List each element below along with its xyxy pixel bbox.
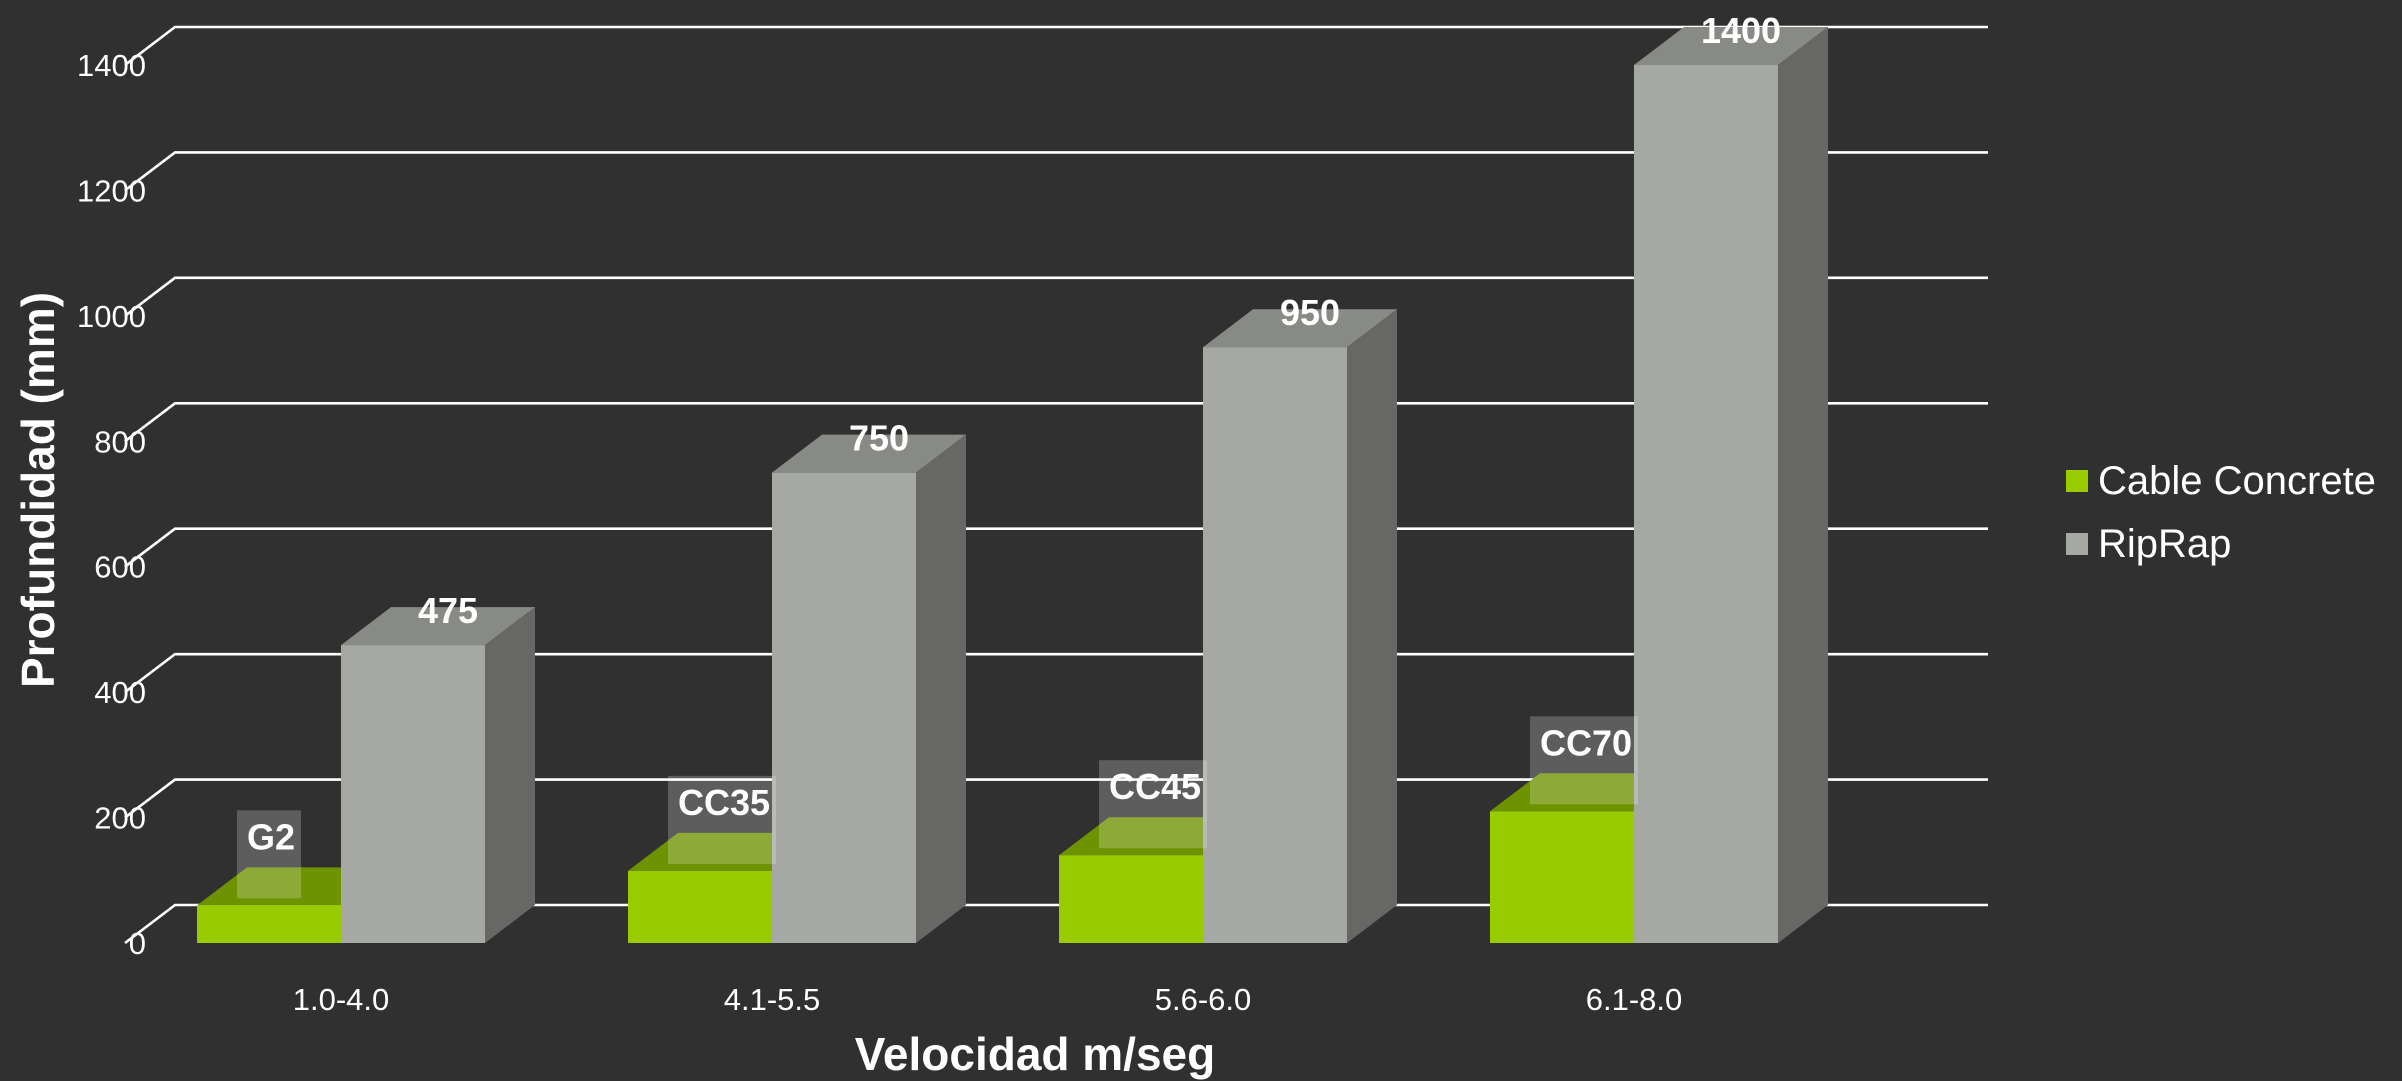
x-tick-label: 6.1-8.0 (1586, 982, 1683, 1017)
data-label: 475 (418, 590, 478, 631)
bar-front (1203, 347, 1347, 943)
data-labels: G2 475 CC35 750 CC45 950 CC70 1400 (237, 10, 1781, 899)
y-tick-labels: 0 200 400 600 800 1000 1200 1400 (77, 48, 146, 961)
legend-label-riprap: RipRap (2098, 522, 2231, 566)
y-tick-label: 400 (94, 675, 146, 710)
data-label-box (1099, 760, 1207, 849)
x-tick-label: 4.1-5.5 (724, 982, 821, 1017)
data-label-box (237, 810, 301, 899)
legend: Cable Concrete RipRap (2066, 459, 2376, 566)
data-label: 950 (1280, 292, 1340, 333)
bar-front (341, 645, 485, 943)
bar-front (772, 472, 916, 943)
legend-label-cable-concrete: Cable Concrete (2098, 459, 2376, 503)
bar-top (1203, 309, 1397, 348)
bar-side (916, 434, 966, 943)
data-label-box (1530, 716, 1638, 805)
legend-swatch-cable-concrete (2066, 470, 2088, 492)
bar-side (485, 607, 535, 943)
bar (341, 607, 535, 943)
gridline (124, 25, 1988, 67)
y-axis-title: Profundidad (mm) (12, 292, 64, 688)
x-tick-label: 1.0-4.0 (293, 982, 390, 1017)
bar (1634, 27, 1828, 943)
data-label: CC45 (1109, 766, 1201, 807)
y-tick-label: 200 (94, 801, 146, 836)
legend-swatch-riprap (2066, 533, 2088, 555)
data-label-box (668, 775, 776, 864)
bar-top (341, 607, 535, 646)
data-label: G2 (247, 816, 295, 857)
x-tick-label: 5.6-6.0 (1155, 982, 1252, 1017)
x-tick-labels: 1.0-4.0 4.1-5.5 5.6-6.0 6.1-8.0 (293, 982, 1683, 1017)
gridlines (124, 25, 1988, 945)
bar (772, 434, 966, 943)
bar-top (772, 434, 966, 473)
bar-front (1634, 65, 1778, 943)
y-tick-label: 800 (94, 424, 146, 459)
y-tick-label: 600 (94, 550, 146, 585)
bar-front (1059, 855, 1203, 943)
data-label: 750 (849, 418, 909, 459)
gridline (124, 151, 1988, 192)
y-tick-label: 0 (129, 926, 146, 961)
bar-top (1634, 27, 1828, 65)
data-label: CC70 (1540, 722, 1632, 763)
y-tick-label: 1400 (77, 48, 146, 83)
bars (197, 27, 1828, 943)
bar-front (628, 870, 772, 943)
x-axis-title: Velocidad m/seg (855, 1028, 1215, 1080)
data-label: 1400 (1701, 10, 1781, 51)
bar-side (1347, 309, 1397, 943)
bar-front (1490, 811, 1634, 943)
y-tick-label: 1000 (77, 299, 146, 334)
data-label: CC35 (678, 782, 770, 823)
y-tick-label: 1200 (77, 173, 146, 208)
bar-front (197, 905, 341, 943)
bar (1203, 309, 1397, 943)
bar-side (1778, 27, 1828, 943)
gridline (124, 276, 1988, 317)
